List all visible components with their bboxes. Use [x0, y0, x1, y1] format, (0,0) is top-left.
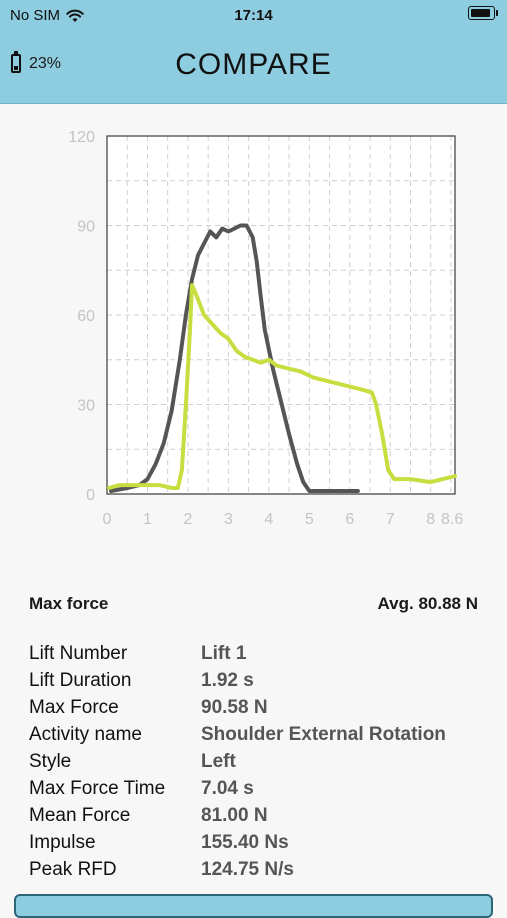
detail-row: Max Force 90.58 N	[29, 694, 499, 721]
x-tick-label: 7	[386, 511, 395, 528]
plot-frame	[106, 135, 456, 495]
detail-label: Max Force	[29, 696, 119, 718]
status-carrier-group: No SIM	[10, 7, 84, 24]
phone-battery-icon	[468, 6, 498, 20]
x-tick-label: 0	[103, 511, 112, 528]
detail-label: Impulse	[29, 831, 96, 853]
detail-label: Max Force Time	[29, 777, 166, 799]
wifi-icon	[66, 9, 84, 22]
y-tick-label: 0	[86, 487, 95, 504]
detail-label: Mean Force	[29, 804, 131, 826]
device-battery: 23%	[11, 51, 62, 73]
x-tick-label: 8	[426, 511, 435, 528]
summary-label: Max force	[29, 594, 109, 613]
device-battery-level: 23%	[29, 54, 62, 72]
page-title: COMPARE	[175, 48, 332, 81]
detail-label: Peak RFD	[29, 858, 117, 880]
battery-icon	[11, 51, 21, 73]
detail-row: Lift Number Lift 1	[29, 640, 499, 667]
detail-value: 124.75 N/s	[201, 858, 294, 880]
app-header: No SIM 17:14 23% COMPARE	[0, 0, 507, 104]
detail-value: Shoulder External Rotation	[201, 723, 446, 745]
summary-row: Max force Avg. 80.88 N	[29, 594, 478, 614]
summary-average: Avg. 80.88 N	[377, 594, 478, 613]
status-time: 17:14	[234, 7, 273, 24]
carrier-label: No SIM	[10, 7, 61, 24]
x-tick-label: 5	[305, 511, 314, 528]
detail-row: Lift Duration 1.92 s	[29, 667, 499, 694]
detail-value: Left	[201, 750, 236, 772]
y-tick-label: 60	[77, 308, 95, 325]
details-list: Lift Number Lift 1 Lift Duration 1.92 s Max …	[29, 640, 499, 883]
detail-row: Impulse 155.40 Ns	[29, 829, 499, 856]
detail-row: Mean Force 81.00 N	[29, 802, 499, 829]
series-line-2	[107, 283, 457, 490]
x-tick-label: 6	[345, 511, 354, 528]
detail-value: 155.40 Ns	[201, 831, 289, 853]
detail-row: Style Left	[29, 748, 499, 775]
detail-value: 7.04 s	[201, 777, 254, 799]
bottom-action-button[interactable]	[14, 894, 493, 918]
force-chart-svg: 120 90 60 30 00 1 2 3 4 5 6 7 8 8.6	[68, 129, 463, 528]
detail-value: 81.00 N	[201, 804, 268, 826]
detail-row: Max Force Time 7.04 s	[29, 775, 499, 802]
x-tick-label: 2	[183, 511, 192, 528]
y-tick-label: 30	[77, 398, 95, 415]
force-chart: 120 90 60 30 0 0 1 2 3 4 5 6 7 8 8.6	[0, 110, 507, 540]
y-tick-label: 90	[77, 219, 95, 236]
detail-value: 90.58 N	[201, 696, 268, 718]
x-tick-label: 8.6	[441, 511, 463, 528]
detail-label: Lift Duration	[29, 669, 132, 691]
detail-row: Activity name Shoulder External Rotation	[29, 721, 499, 748]
x-tick-label: 4	[264, 511, 273, 528]
detail-value: Lift 1	[201, 642, 247, 664]
detail-label: Activity name	[29, 723, 142, 745]
detail-row: Peak RFD 124.75 N/s	[29, 856, 499, 883]
detail-label: Lift Number	[29, 642, 128, 664]
detail-value: 1.92 s	[201, 669, 254, 691]
y-tick-label: 120	[68, 129, 95, 146]
detail-label: Style	[29, 750, 72, 772]
x-tick-label: 1	[143, 511, 152, 528]
x-tick-label: 3	[224, 511, 233, 528]
series-line-1	[109, 223, 360, 493]
